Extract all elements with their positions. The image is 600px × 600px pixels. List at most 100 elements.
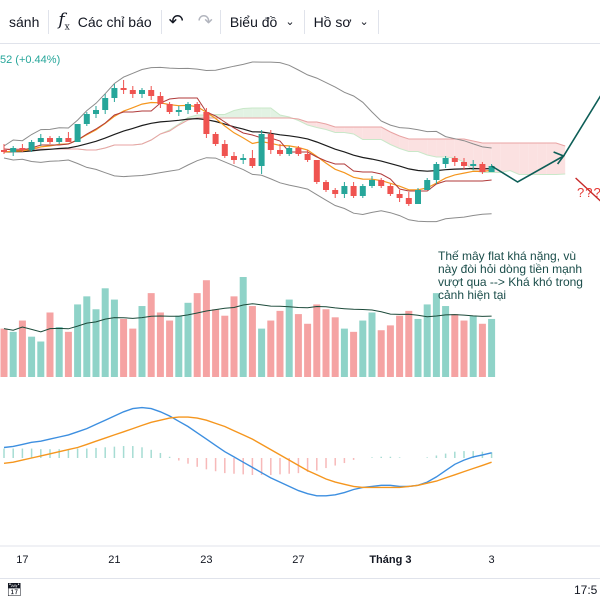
toolbar-divider (160, 9, 162, 34)
volume-bar (239, 277, 247, 377)
candle-body (249, 158, 256, 166)
cloud-segment (454, 139, 464, 162)
candle-body (304, 154, 311, 160)
time-axis: 17 21 23 27 Tháng 3 3 (0, 545, 600, 566)
volume-bar (193, 293, 201, 377)
candlesticks (1, 80, 495, 206)
cloud-segment (408, 139, 418, 152)
projection-arrow (491, 95, 600, 183)
toolbar-divider (48, 9, 50, 34)
candle-body (415, 190, 421, 204)
volume-bar (156, 312, 164, 377)
compare-button[interactable]: sánh (0, 0, 48, 43)
x-tick-label: Tháng 3 (369, 554, 411, 566)
price-chart[interactable]: 17 21 23 27 Tháng 3 3 (0, 44, 600, 578)
candle-body (461, 162, 467, 166)
annotation-note: Thế mây flat khá nặng, vù này đòi hỏi dò… (438, 249, 583, 302)
cloud-segment (372, 127, 382, 140)
bottom-bar: 📅︎ 17:5 (0, 578, 600, 600)
volume-bar (221, 315, 229, 377)
candle-body (157, 96, 164, 104)
volume-bar (285, 299, 293, 377)
bollinger-bands (3, 61, 492, 223)
candle-body (424, 180, 431, 190)
candle-body (277, 150, 283, 154)
cloud-segment (500, 143, 510, 173)
candle-body (359, 186, 366, 196)
chart-type-dropdown[interactable]: Biểu đồ ⌄ (221, 0, 304, 43)
candle-body (212, 134, 219, 144)
volume-bar (175, 315, 183, 377)
volume-bar (37, 341, 45, 377)
cloud-segment (519, 143, 529, 175)
volume-bar (248, 306, 256, 377)
cloud-segment (546, 143, 556, 175)
volume-bar (294, 314, 302, 377)
volume-bar (478, 323, 486, 377)
clock-readout: 17:5 (574, 583, 598, 597)
volume-bar (322, 309, 330, 377)
candle-body (451, 158, 458, 162)
candle-body (83, 114, 90, 124)
candle-body (350, 186, 357, 196)
chevron-down-icon: ⌄ (285, 16, 295, 28)
volume-ma-line (3, 303, 492, 333)
candle-body (479, 164, 486, 172)
candle-body (1, 150, 7, 152)
volume-bar (331, 317, 339, 377)
chart-toolbar: sánh fx Các chỉ báo ↶ ↷ Biểu đồ ⌄ Hồ sơ … (0, 0, 600, 44)
candle-body (295, 148, 302, 154)
cloud-segment (399, 136, 409, 152)
cloud-segment (418, 139, 428, 155)
volume-bar (432, 293, 440, 377)
profile-dropdown[interactable]: Hồ sơ ⌄ (305, 0, 378, 43)
price-change-readout: 52 (+0.44%) (0, 54, 61, 66)
candle-body (387, 186, 394, 194)
candle-body (102, 98, 109, 110)
volume-bar (0, 328, 8, 377)
candle-body (175, 110, 182, 112)
volume-bar (451, 314, 459, 377)
volume-bar (18, 320, 26, 377)
toolbar-divider (303, 9, 305, 34)
candle-body (286, 148, 293, 154)
profile-label: Hồ sơ (313, 13, 352, 30)
volume-bar (276, 310, 284, 377)
volume-bar (230, 296, 238, 377)
candle-body (10, 148, 17, 152)
redo-icon[interactable]: ↷ (197, 11, 213, 31)
indicators-button[interactable]: fx Các chỉ báo (49, 0, 160, 43)
x-tick-label: 23 (200, 554, 212, 566)
candle-body (433, 164, 440, 180)
cloud-segment (528, 143, 538, 175)
volume-bar (129, 328, 137, 377)
volume-bar (110, 299, 118, 377)
x-tick-label: 21 (108, 554, 120, 566)
cloud-segment (326, 124, 336, 133)
volume-bar (55, 327, 63, 377)
candle-body (258, 134, 265, 166)
indicators-label: Các chỉ báo (77, 13, 152, 30)
candle-body (111, 88, 118, 98)
candle-body (405, 198, 412, 204)
candle-body (341, 186, 348, 194)
volume-bar (340, 328, 348, 377)
cloud-segment (436, 139, 446, 157)
volume-bar (442, 306, 450, 377)
calendar-icon[interactable]: 📅︎ (6, 582, 23, 597)
volume-bar (202, 280, 210, 377)
bollinger-lower (3, 157, 492, 223)
volume-bar (147, 293, 155, 377)
candle-body (267, 134, 274, 150)
cloud-segment (270, 108, 280, 118)
question-marks: ??? (577, 185, 600, 200)
candle-body (221, 144, 228, 156)
cloud-segment (390, 132, 400, 149)
candle-body (56, 138, 63, 142)
x-tick-label: 27 (292, 554, 304, 566)
volume-bar (304, 323, 312, 377)
undo-icon[interactable]: ↶ (168, 11, 184, 31)
candle-body (203, 112, 210, 134)
projection-arrows (491, 95, 600, 202)
chart-type-label: Biểu đồ (229, 13, 278, 30)
